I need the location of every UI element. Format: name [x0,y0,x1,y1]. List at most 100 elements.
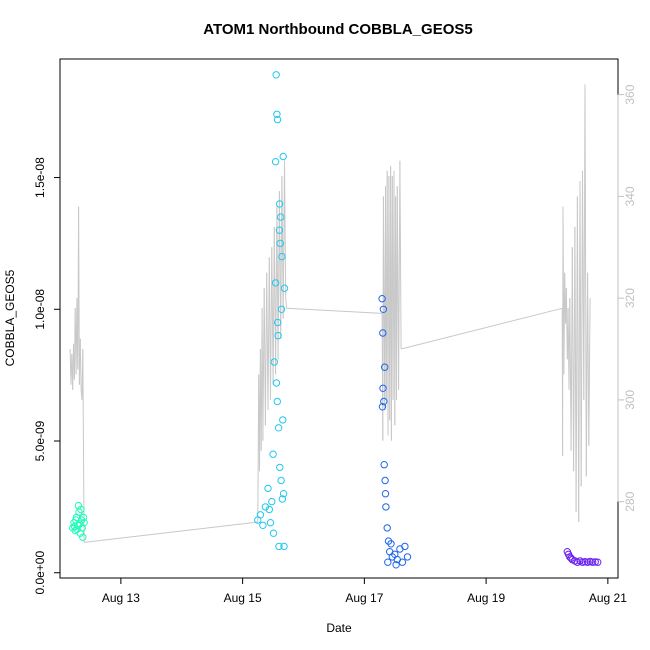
data-point [274,331,282,340]
data-point [76,520,84,528]
data-point [379,329,387,337]
x-tick-label: Aug 15 [224,591,262,605]
data-point [401,542,409,551]
x-axis: Aug 13 Aug 15 Aug 17 Aug 19 Aug 21 [102,577,627,605]
data-point [279,416,287,424]
data-point [278,495,287,503]
y-axis-label: COBBLA_GEOS5 [3,269,17,366]
data-point [264,484,272,493]
data-point [380,397,388,406]
right-y-tick-label: 300 [623,390,637,410]
line-segment [82,348,85,543]
data-point [379,305,388,313]
data-point [591,558,599,566]
data-point [74,501,83,510]
line-segment [84,521,258,543]
data-point [273,110,281,119]
line-segment [584,84,587,477]
x-axis-label: Date [326,621,352,635]
data-point [564,550,573,558]
x-tick-label: Aug 13 [102,591,140,605]
data-point [381,490,390,498]
right-y-tick-label: 360 [623,84,637,104]
data-point [273,115,282,124]
data-point [275,542,283,551]
data-point [280,284,289,292]
data-point [276,463,284,472]
data-point [261,503,270,511]
line-segment [286,307,383,314]
line-segment [78,206,80,385]
data-point [382,503,390,511]
line-segment [399,160,402,350]
data-point [567,554,575,562]
data-point [273,397,281,406]
data-point [80,519,88,527]
data-point [72,516,80,524]
data-point [379,384,387,392]
data-point [266,519,275,527]
line-segment [580,170,583,487]
data-point [403,553,412,561]
data-point [398,558,407,566]
y-tick-label: 5.0e-09 [33,420,47,461]
line-segment [588,298,591,446]
data-point [278,252,286,261]
data-point [271,279,280,287]
y-tick-label: 1.0e-08 [33,289,47,330]
data-point [265,505,273,514]
y-tick-label: 0.0e+00 [33,551,47,595]
line-segment [79,338,82,390]
data-point [588,558,597,566]
right-y-tick-label: 280 [623,491,637,511]
data-point [280,542,288,551]
data-point [78,524,86,532]
data-point [79,533,87,541]
data-point [378,295,386,303]
data-point [274,318,282,327]
data-point [378,403,387,411]
data-point [380,461,388,469]
data-point [279,152,287,161]
data-point [271,158,280,166]
data-point [272,71,280,79]
data-point [392,561,400,569]
data-point [381,363,389,371]
data-point [269,450,277,458]
data-point [277,213,285,221]
y-tick-label: 1.5e-08 [33,157,47,198]
line-segment [400,307,563,350]
data-point [275,200,284,208]
data-point [270,358,278,366]
data-point [275,226,284,234]
data-point [272,379,281,387]
data-point [384,558,392,566]
line-segment [284,160,287,299]
data-point [276,239,284,248]
data-point [77,505,85,514]
right-y-tick-label: 340 [623,186,637,206]
plot-frame [59,58,619,579]
data-point [594,558,602,566]
data-point [279,490,288,498]
y-axis: 0.0e+00 5.0e-09 1.0e-08 1.5e-08 [33,157,61,595]
data-point [269,529,278,537]
right-y-axis: 280 300 320 340 360 [617,84,637,512]
right-axis-line-series [69,84,591,543]
data-point [381,476,389,485]
data-point [79,513,88,522]
line-segment [285,298,288,309]
chart-title: ATOM1 Northbound COBBLA_GEOS5 [203,21,472,38]
data-point [274,424,283,432]
scatter-points [69,71,602,569]
data-point [268,497,276,506]
data-point [581,558,589,566]
data-point [259,521,267,529]
x-tick-label: Aug 17 [345,591,383,605]
data-point [383,524,391,532]
right-y-tick-label: 320 [623,288,637,308]
data-point [277,476,285,485]
x-tick-label: Aug 19 [467,591,505,605]
x-tick-label: Aug 21 [589,591,627,605]
